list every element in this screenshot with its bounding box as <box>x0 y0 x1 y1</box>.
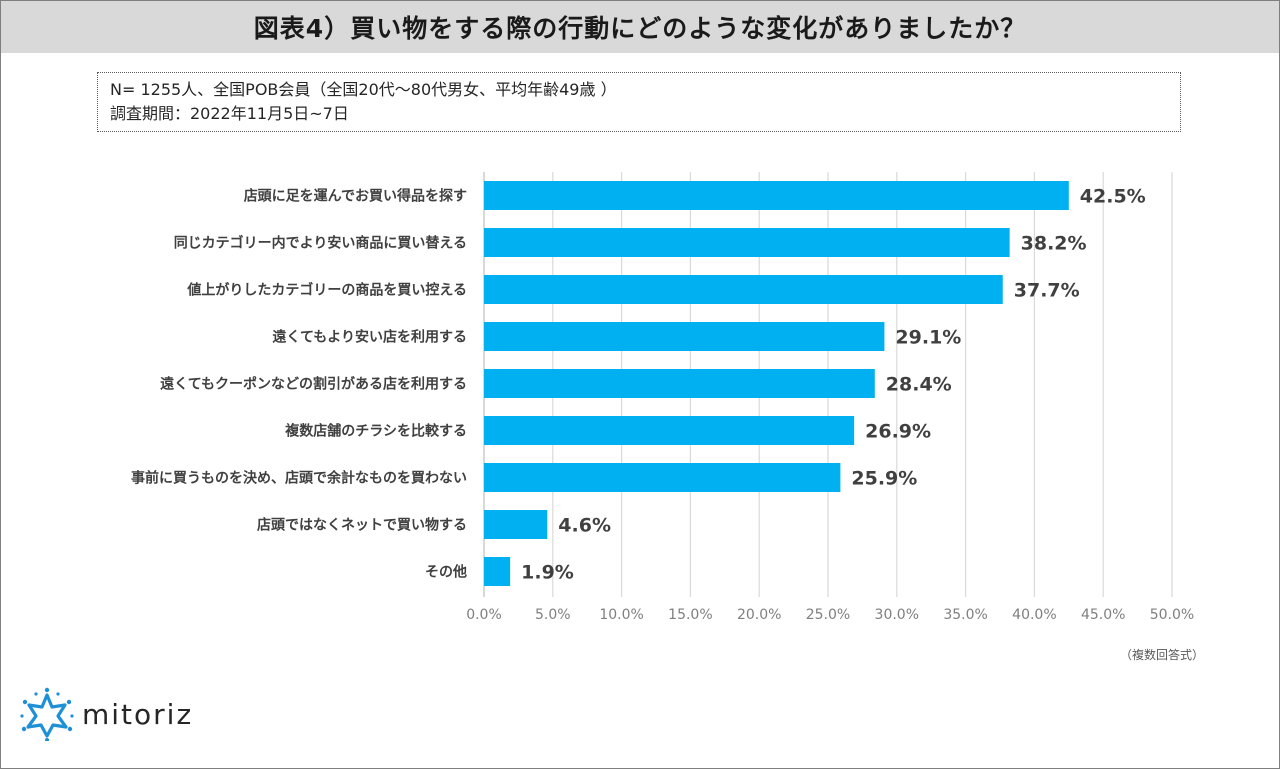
category-label: 複数店舗のチラシを比較する <box>284 423 467 440</box>
category-label: 値上がりしたカテゴリーの商品を買い控える <box>186 282 467 299</box>
x-tick-label: 25.0% <box>806 607 850 623</box>
x-tick-label: 30.0% <box>875 607 919 623</box>
category-label: その他 <box>425 564 467 581</box>
category-label: 遠くてもクーポンなどの割引がある店を利用する <box>160 376 467 393</box>
data-label: 25.9% <box>851 468 917 490</box>
category-label: 事前に買うものを決め、店頭で余計なものを買わない <box>131 470 467 487</box>
x-tick-label: 10.0% <box>599 607 643 623</box>
answer-type-note: （複数回答式） <box>1120 648 1205 662</box>
bar <box>484 275 1003 304</box>
data-label: 26.9% <box>865 421 931 443</box>
survey-period-text: 調査期間：2022年11月5日~7日 <box>110 104 349 123</box>
bar <box>484 322 885 351</box>
data-label: 4.6% <box>558 515 611 537</box>
bar <box>484 510 548 539</box>
x-tick-label: 40.0% <box>1012 607 1056 623</box>
data-labels: 42.5% 38.2% 37.7% 29.1% 28.4% 26.9% 25.9% 4.6% 1… <box>521 186 1146 584</box>
category-label: 店頭に足を運んでお買い得品を探す <box>244 188 467 205</box>
x-tick-label: 50.0% <box>1150 607 1194 623</box>
mitoriz-logo: mitoriz <box>20 687 193 741</box>
survey-sample-text: N= 1255人、全国POB会員（全国20代～80代男女、平均年齢49歳 ） <box>110 80 617 99</box>
chart-title: 図表4）買い物をする際の行動にどのような変化がありましたか？ <box>253 14 1027 43</box>
x-tick-label: 45.0% <box>1081 607 1125 623</box>
bar <box>484 181 1069 210</box>
x-axis-ticks: 0.0% 5.0% 10.0% 15.0% 20.0% 25.0% 30.0% 35.0% 40… <box>466 607 1194 623</box>
bar <box>484 228 1010 257</box>
logo-text: mitoriz <box>82 697 194 731</box>
data-label: 42.5% <box>1080 186 1146 208</box>
category-label: 遠くてもより安い店を利用する <box>272 329 467 346</box>
survey-info-box: N= 1255人、全国POB会員（全国20代～80代男女、平均年齢49歳 ） 調… <box>97 72 1181 132</box>
title-bar: 図表4）買い物をする際の行動にどのような変化がありましたか？ <box>1 1 1279 53</box>
x-tick-label: 35.0% <box>943 607 987 623</box>
mitoriz-star-logo-icon <box>20 687 74 741</box>
data-label: 38.2% <box>1021 233 1087 255</box>
data-label: 28.4% <box>886 374 952 396</box>
category-label: 同じカテゴリー内でより安い商品に買い替える <box>174 235 467 252</box>
data-label: 29.1% <box>895 327 961 349</box>
data-label: 1.9% <box>521 562 574 584</box>
bar <box>484 557 511 586</box>
x-tick-label: 15.0% <box>668 607 712 623</box>
bar <box>484 463 841 492</box>
bar <box>484 369 875 398</box>
bar <box>484 416 855 445</box>
x-tick-label: 20.0% <box>737 607 781 623</box>
x-tick-label: 0.0% <box>466 607 502 623</box>
data-label: 37.7% <box>1014 280 1080 302</box>
category-labels: 店頭に足を運んでお買い得品を探す同じカテゴリー内でより安い商品に買い替える値上が… <box>131 188 467 581</box>
bars <box>484 181 1069 586</box>
category-label: 店頭ではなくネットで買い物する <box>257 517 467 534</box>
x-tick-label: 5.0% <box>535 607 571 623</box>
